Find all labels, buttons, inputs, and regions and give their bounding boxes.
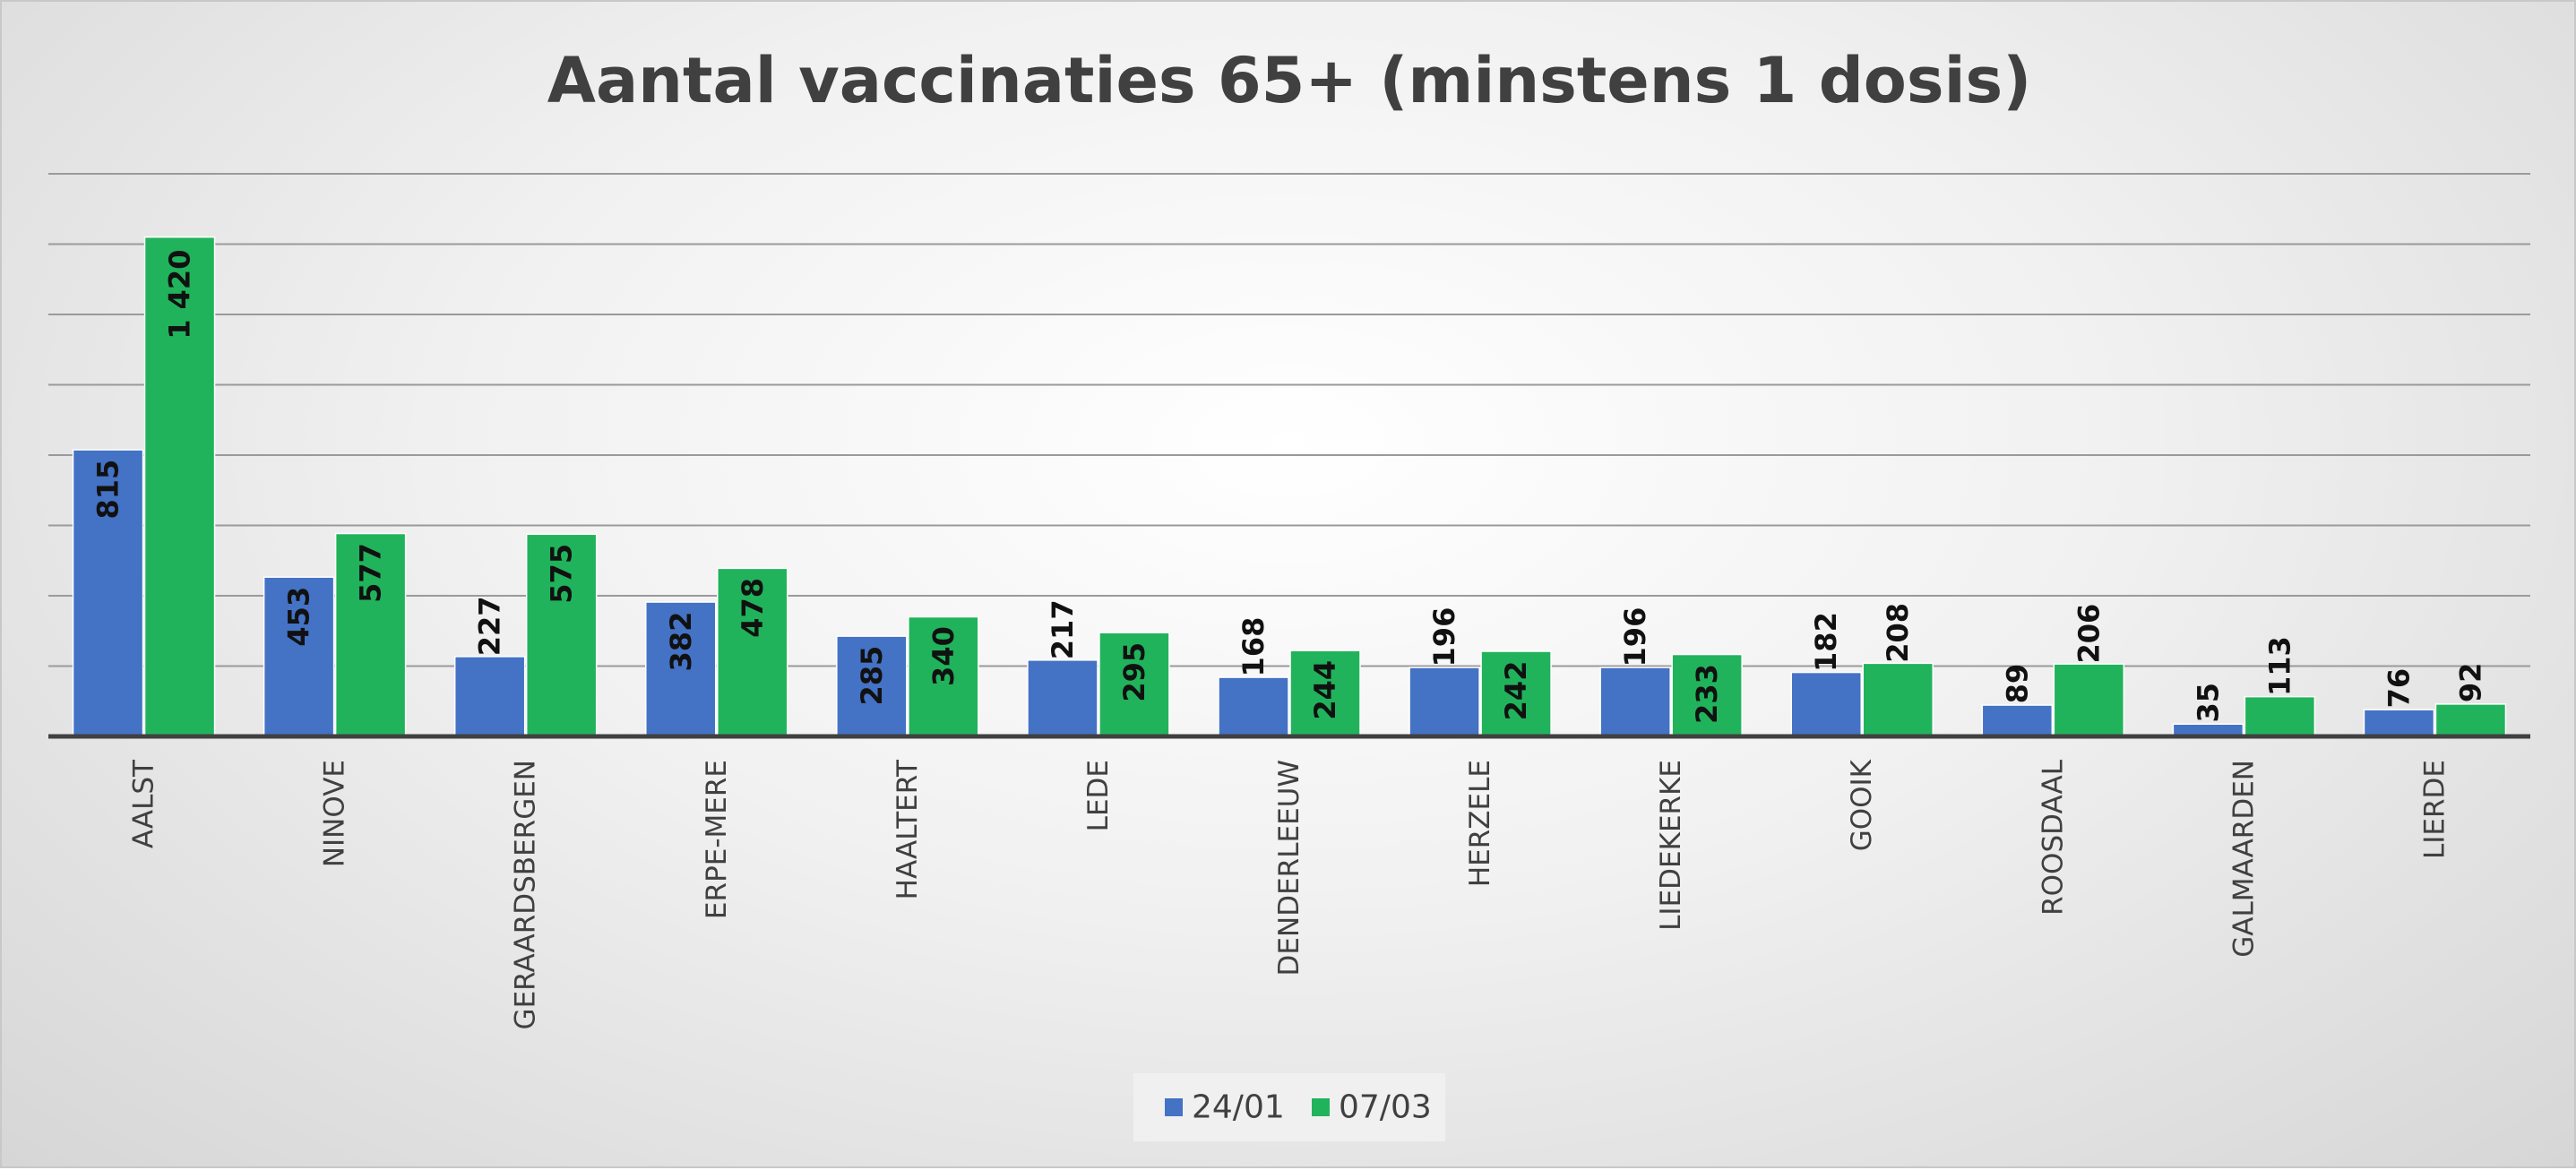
- value-label: 168: [1236, 617, 1271, 677]
- category-label: GERAARDSBERGEN: [510, 760, 542, 1029]
- bar-series2-gooik: [1862, 662, 1934, 737]
- category-label: GOOIK: [1846, 759, 1878, 851]
- category-label: HAALTERT: [892, 759, 924, 899]
- category-label: NINOVE: [319, 760, 351, 867]
- chart-title: Aantal vaccinaties 65+ (minstens 1 dosis…: [547, 44, 2031, 117]
- bar-series1-gooik: [1790, 671, 1862, 737]
- category-label: AALST: [128, 759, 160, 848]
- bar-series2-roosdaal: [2053, 663, 2125, 737]
- bar-series1-ninove: [263, 576, 335, 737]
- value-label: 182: [1809, 612, 1843, 672]
- value-label: 478: [736, 578, 770, 638]
- value-label: 242: [1499, 661, 1533, 721]
- category-label: HERZELE: [1464, 760, 1496, 887]
- bar-series1-denderleeuw: [1218, 676, 1289, 737]
- value-label: 89: [2000, 664, 2034, 704]
- value-label: 382: [664, 612, 698, 672]
- bar-series1-geraardsbergen: [453, 656, 526, 737]
- bar-series2-erpe-mere: [717, 567, 788, 737]
- value-label: 233: [1690, 664, 1724, 724]
- value-labels: 815 1 420 453 577 227 575 382 478 285 340 217 295 16…: [91, 250, 2488, 724]
- bars: [72, 236, 2507, 737]
- bar-series2-denderleeuw: [1289, 650, 1361, 737]
- bar-series2-aalst: [143, 236, 216, 737]
- bar-series1-herzele: [1409, 667, 1480, 737]
- bar-series1-aalst: [72, 449, 144, 737]
- legend-box: [1133, 1073, 1445, 1141]
- bar-series1-liedekerke: [1599, 667, 1671, 737]
- value-label: 295: [1117, 642, 1151, 702]
- value-label: 206: [2072, 604, 2106, 664]
- bar-series2-galmaarden: [2244, 695, 2316, 737]
- bar-series2-ninove: [334, 532, 407, 737]
- value-label: 453: [282, 587, 316, 647]
- value-label: 227: [473, 597, 507, 657]
- legend-label: 07/03: [1339, 1089, 1432, 1126]
- value-label: 577: [354, 543, 388, 603]
- category-label: ROOSDAAL: [2037, 759, 2069, 916]
- legend-label: 24/01: [1192, 1089, 1285, 1126]
- value-label: 815: [91, 460, 125, 520]
- bar-series2-lierde: [2434, 703, 2507, 737]
- bar-series1-erpe-mere: [645, 601, 717, 737]
- value-label: 113: [2262, 636, 2296, 696]
- category-label: DENDERLEEUW: [1273, 760, 1305, 976]
- category-label: LIERDE: [2418, 760, 2451, 859]
- value-label: 1 420: [163, 250, 197, 340]
- legend-swatch: [1312, 1098, 1330, 1116]
- value-label: 76: [2382, 668, 2416, 709]
- value-label: 196: [1618, 607, 1652, 667]
- bar-series1-lede: [1027, 659, 1098, 737]
- legend-swatch: [1165, 1098, 1183, 1116]
- category-label: LEDE: [1082, 760, 1115, 831]
- bar-series1-haaltert: [836, 635, 908, 737]
- category-label: GALMAARDEN: [2227, 760, 2260, 958]
- category-label: LIEDEKERKE: [1655, 760, 1687, 931]
- value-label: 244: [1308, 660, 1342, 720]
- category-labels: AALST NINOVE GERAARDSBERGEN ERPE-MERE HAALTE…: [128, 759, 2451, 1030]
- value-label: 285: [855, 646, 889, 706]
- bar-series2-herzele: [1480, 650, 1552, 737]
- bar-series1-roosdaal: [1981, 704, 2054, 737]
- bar-series2-lede: [1098, 632, 1170, 737]
- category-label: ERPE-MERE: [701, 760, 733, 919]
- legend[interactable]: 24/01 07/03: [1133, 1073, 1445, 1141]
- value-label: 575: [545, 544, 579, 604]
- value-label: 35: [2191, 683, 2225, 723]
- bar-series2-geraardsbergen: [525, 533, 598, 737]
- value-label: 340: [926, 626, 961, 686]
- value-label: 196: [1427, 607, 1461, 667]
- bar-series1-lierde: [2363, 709, 2435, 737]
- value-label: 208: [1881, 603, 1915, 663]
- value-label: 92: [2453, 663, 2487, 703]
- value-label: 217: [1046, 599, 1080, 659]
- gridlines: [48, 173, 2530, 667]
